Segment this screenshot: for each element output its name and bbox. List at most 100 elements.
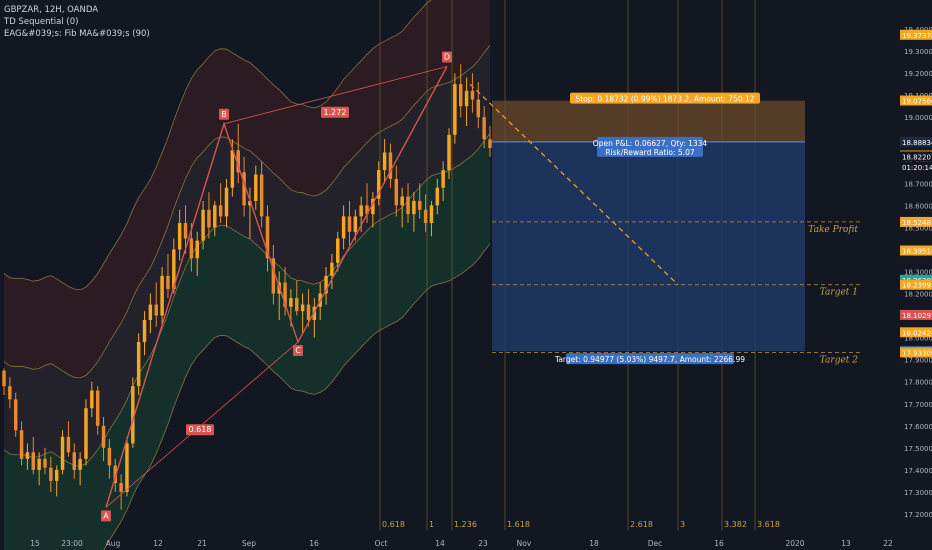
candle-body: [101, 425, 106, 448]
candle-body: [66, 436, 71, 453]
candle-body: [283, 282, 287, 307]
indicator-td-sequential[interactable]: TD Sequential (0): [4, 17, 79, 27]
candle-body: [447, 134, 451, 171]
pattern-point-badge: [293, 345, 303, 357]
band-line: [103, 243, 491, 550]
candle-body: [43, 458, 47, 468]
candle-body: [347, 216, 352, 232]
level-label: Target 2: [820, 355, 859, 365]
time-tick-label: 18: [589, 539, 599, 548]
price-badge-bg: [900, 347, 932, 358]
candle-body: [189, 238, 194, 259]
pattern-point-badge: [219, 108, 229, 120]
candle-body: [470, 90, 475, 100]
candle-body: [78, 458, 82, 470]
time-tick-label: 16: [714, 539, 724, 548]
price-tick-label: 17.60000: [904, 423, 932, 431]
ratio-badge: [321, 106, 349, 118]
price-badge-label: 01:20:14: [902, 164, 932, 172]
price-badge-label: 19.07566: [902, 98, 932, 106]
candle-body: [49, 467, 53, 481]
price-badge-bg: [900, 245, 932, 256]
candle-body: [31, 452, 36, 470]
time-tick-label: 16: [309, 539, 319, 548]
fib-time-label: 2.618: [630, 520, 653, 529]
candle-body: [406, 196, 410, 215]
price-badge-bg: [900, 279, 932, 290]
price-badge-label: 19.37378: [902, 32, 932, 40]
candle-body: [13, 399, 18, 431]
time-tick-label: Dec: [648, 539, 663, 548]
pattern-point-badge: [101, 510, 111, 522]
candle-body: [295, 297, 299, 312]
stop-label: Stop: 0.18732 (0.99%) 1873.2, Amount: 75…: [575, 95, 754, 104]
time-tick-label: 13: [841, 539, 851, 548]
price-tick-label: 18.70000: [904, 180, 932, 188]
candle-body: [224, 187, 229, 217]
candle-body: [453, 84, 457, 135]
candle-body: [84, 408, 88, 459]
price-axis: 17.20000 17.30000 17.40000 17.50000 17.60000…: [900, 26, 932, 519]
chart-legend: GBPZAR, 12H, OANDA TD Sequential (0) EAG…: [4, 4, 150, 40]
time-tick-label: Oct: [375, 539, 388, 548]
candle-body: [324, 275, 328, 294]
time-tick-label: 14: [435, 539, 445, 548]
time-tick-label: 21: [197, 539, 207, 548]
candle-body: [341, 216, 346, 239]
fib-time-label: 3.382: [724, 520, 747, 529]
price-tick-label: 19.20000: [904, 70, 932, 78]
candle-body: [131, 386, 135, 444]
candle-body: [429, 205, 434, 224]
price-badge-label: 18.10297: [902, 312, 932, 320]
candle-body: [242, 172, 246, 206]
candle-body: [377, 170, 381, 199]
pattern-point-label: C: [295, 346, 301, 355]
price-tick-label: 19.30000: [904, 48, 932, 56]
candle-body: [417, 200, 422, 210]
level-label: Take Profit: [808, 225, 858, 235]
time-tick-label: 2020: [785, 539, 804, 548]
time-tick-label: 23: [478, 539, 488, 548]
level-label: Target 1: [820, 288, 858, 298]
candle-body: [154, 304, 158, 316]
price-tick-label: 18.20000: [904, 291, 932, 299]
candles: [2, 64, 492, 510]
pattern-point-label: D: [444, 52, 450, 61]
candle-body: [482, 117, 486, 140]
candle-body: [488, 139, 492, 149]
candle-body: [60, 436, 65, 470]
price-badge-label: 18.02424: [902, 329, 932, 337]
indicator-fib-ma[interactable]: EAG&#039;s: Fib MA&#039;s (90): [4, 29, 150, 39]
upper-band-fill: [4, 0, 490, 378]
harmonic-pattern: A B C D 1.272 0.618: [101, 51, 452, 522]
price-badge-label: 18.88834: [902, 139, 932, 147]
candle-body: [148, 304, 153, 320]
candle-body: [412, 200, 416, 215]
candle-body: [142, 319, 147, 343]
pattern-leg: [105, 66, 448, 508]
price-badge-label: 18.82207: [902, 153, 932, 161]
fib-ma-bands: [3, 0, 491, 550]
projection-line: [469, 83, 679, 286]
time-tick-label: 23:00: [61, 539, 83, 548]
price-tick-label: 18.30000: [904, 269, 932, 277]
candle-body: [230, 150, 235, 188]
band-line: [3, 0, 432, 291]
candle-body: [248, 200, 252, 206]
pattern-diagonal: [223, 66, 448, 125]
price-badge-bg: [900, 136, 932, 147]
price-tick-label: 17.50000: [904, 445, 932, 453]
time-tick-label: 22: [883, 539, 893, 548]
ratio-badge: [186, 424, 214, 436]
candle-body: [195, 240, 199, 259]
candle-body: [37, 458, 41, 470]
candle-body: [172, 249, 176, 290]
time-tick-label: 15: [30, 539, 40, 548]
fib-time-label: 1: [429, 520, 434, 529]
candle-body: [25, 452, 30, 459]
price-badge-bg: [900, 309, 932, 320]
candle-body: [218, 205, 223, 217]
